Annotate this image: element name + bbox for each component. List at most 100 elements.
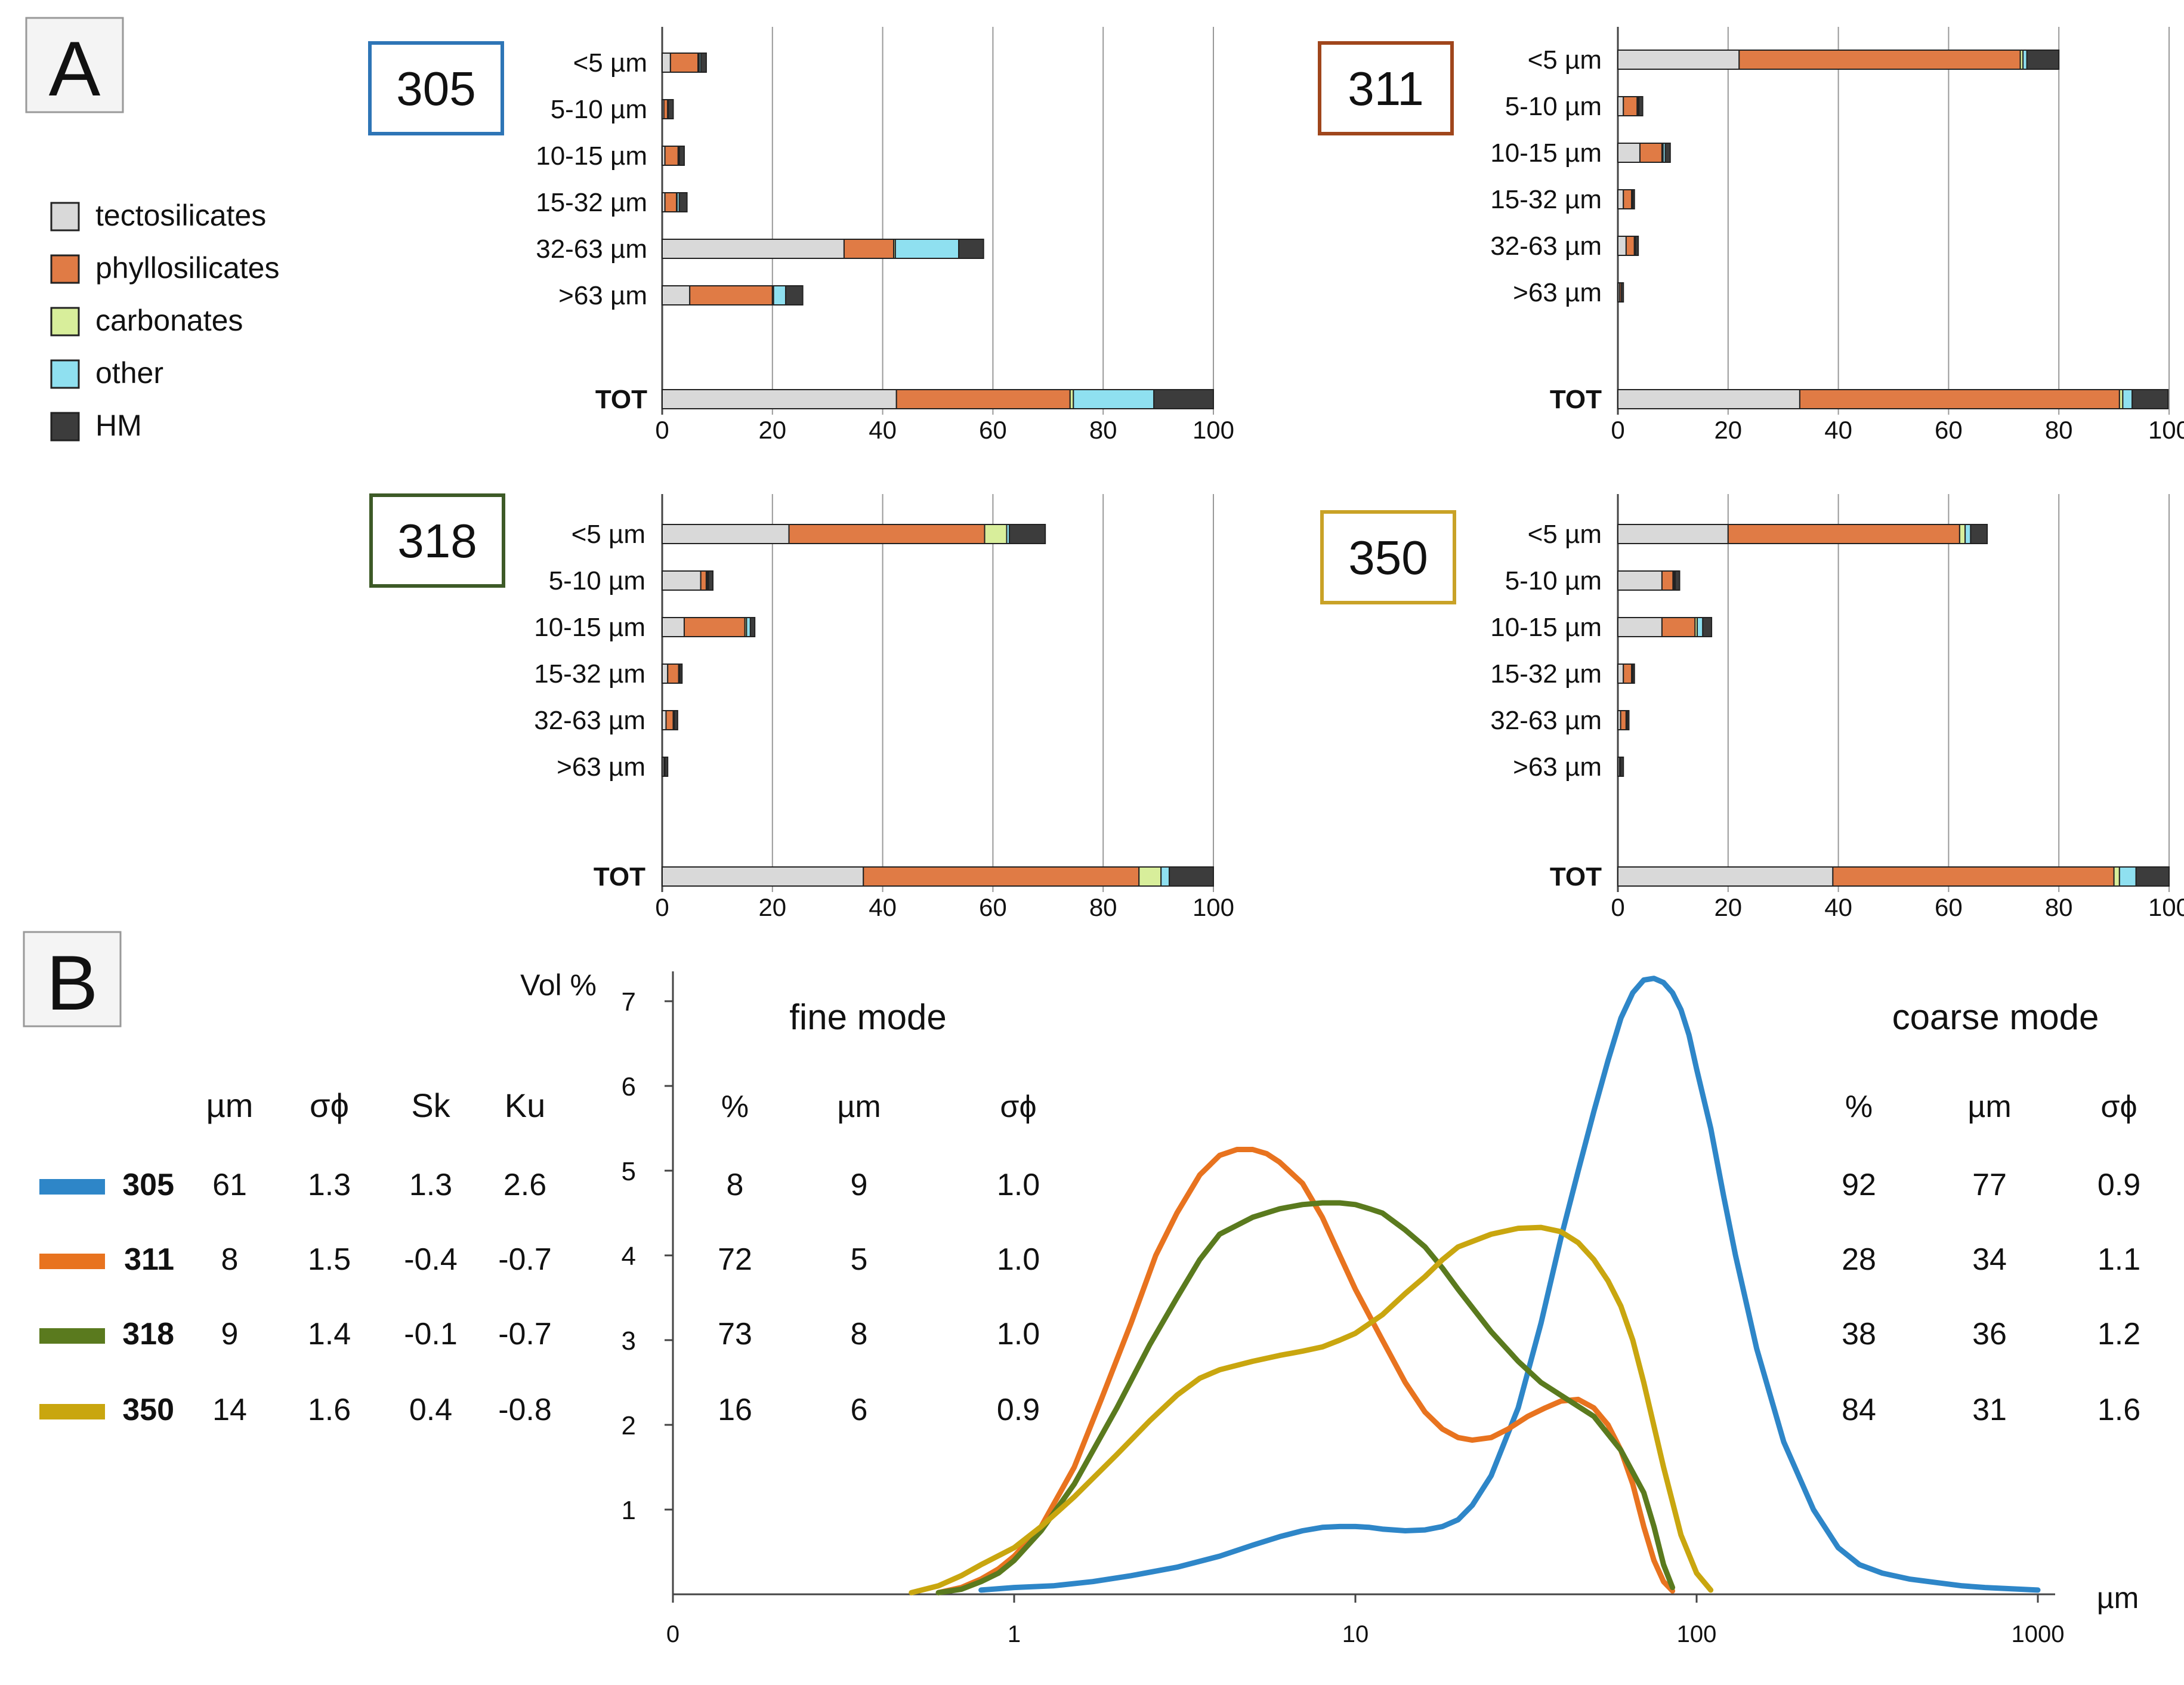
x-tick-311-0: 0	[1611, 416, 1624, 444]
coarse-um-311: 34	[1972, 1242, 2007, 1277]
bar-350-3-hm	[1632, 663, 1635, 684]
category-label-318-1: 5-10 µm	[549, 566, 645, 595]
x-tick-311-3: 60	[1935, 416, 1963, 444]
mean-311: 8	[221, 1242, 239, 1277]
bar-305-6-other	[1073, 389, 1155, 409]
category-label-318-4: 32-63 µm	[534, 706, 645, 735]
skewness-305: 1.3	[409, 1168, 452, 1202]
bar-305-5-hm	[784, 285, 804, 305]
bar-350-6-phyllosilicates	[1832, 866, 2115, 887]
bar-350-1-phyllosilicates	[1661, 570, 1674, 591]
category-label-350-2: 10-15 µm	[1490, 613, 1602, 642]
y-tick-label-1: 2	[622, 1411, 636, 1440]
sample-frame-311	[1318, 41, 1454, 135]
bar-305-5-tectosilicates	[662, 285, 691, 305]
legend-label-phyllosilicates: phyllosilicates	[95, 251, 279, 285]
fine-sorting-305: 1.0	[997, 1168, 1040, 1202]
sample-label-311: 311	[1348, 62, 1424, 115]
bar-311-6-hm	[2132, 389, 2169, 409]
bar-318-1-phyllosilicates	[700, 570, 707, 591]
x-tick-311-2: 40	[1824, 416, 1852, 444]
y-tick-label-3: 4	[622, 1242, 636, 1271]
category-label-318-3: 15-32 µm	[534, 659, 645, 689]
bar-305-0-hm	[700, 53, 707, 73]
category-label-350-0: <5 µm	[1528, 520, 1602, 549]
bar-305-4-tectosilicates	[662, 239, 845, 259]
coarse-mode-title: coarse mode	[1892, 997, 2099, 1037]
bar-350-4-hm	[1626, 710, 1630, 730]
curve-318	[935, 1200, 1676, 1595]
bar-panel-311: 311 0 20 40 60 80 100 <5 µm 5-10 µm 10-15 µm 15-32…	[1318, 27, 2184, 444]
bar-350-5-hm	[1620, 757, 1624, 777]
fine-pct-350: 16	[718, 1393, 752, 1427]
fine-mode-title: fine mode	[789, 997, 947, 1037]
coarse-um-305: 77	[1972, 1168, 2007, 1202]
kurtosis-311: -0.7	[498, 1242, 552, 1277]
legend-label-hm: HM	[95, 409, 142, 442]
fine-pct-305: 8	[727, 1168, 744, 1202]
y-tick-label-4: 5	[622, 1157, 636, 1186]
sorting-318: 1.4	[308, 1317, 351, 1351]
x-tick-350-4: 80	[2045, 893, 2073, 921]
category-label-350-4: 32-63 µm	[1490, 706, 1602, 735]
bar-305-5-phyllosilicates	[689, 285, 773, 305]
fine-um-350: 6	[851, 1393, 868, 1427]
coarse-mode-header-2: σϕ	[2100, 1090, 2137, 1124]
bar-350-6-tectosilicates	[1617, 866, 1834, 887]
x-tick-305-2: 40	[869, 416, 897, 444]
bar-318-5-hm	[664, 757, 669, 777]
bar-350-3-tectosilicates	[1617, 663, 1624, 684]
bar-311-0-phyllosilicates	[1738, 50, 2021, 70]
category-label-311-0: <5 µm	[1528, 45, 1602, 75]
coarse-pct-305: 92	[1842, 1168, 1876, 1202]
mineral-legend: tectosilicates phyllosilicates carbonates o…	[50, 199, 279, 442]
bar-318-6-phyllosilicates	[863, 866, 1140, 887]
fine-sorting-311: 1.0	[997, 1242, 1040, 1277]
bar-305-1-hm	[668, 99, 674, 119]
category-label-350-6: TOT	[1550, 862, 1602, 891]
x-tick-318-4: 80	[1089, 893, 1117, 921]
bar-panel-350: 350 0 20 40 60 80 100 <5 µm 5-10 µm 10-15 µm 15-32…	[1320, 494, 2184, 921]
bar-305-5-other	[773, 285, 786, 305]
bar-350-0-other	[1964, 524, 1972, 544]
sample-frame-305	[368, 41, 504, 135]
skewness-350: 0.4	[409, 1393, 452, 1427]
fine-mode-header-1: µm	[837, 1090, 881, 1124]
sample-frame-350	[1320, 510, 1456, 604]
category-label-305-3: 15-32 µm	[536, 188, 647, 217]
x-tick-label-1: 1	[1008, 1621, 1021, 1647]
sorting-311: 1.5	[308, 1242, 351, 1277]
coarse-sorting-318: 1.2	[2097, 1317, 2140, 1351]
sample-label-305: 305	[396, 62, 475, 115]
category-label-305-0: <5 µm	[573, 48, 647, 78]
bar-350-1-tectosilicates	[1617, 570, 1663, 591]
coarse-sorting-311: 1.1	[2097, 1242, 2140, 1277]
bar-311-0-hm	[2026, 50, 2060, 70]
bar-350-2-tectosilicates	[1617, 617, 1663, 637]
sorting-350: 1.6	[308, 1393, 351, 1427]
legend-label-tectosilicates: tectosilicates	[95, 199, 266, 232]
y-tick-label-6: 7	[622, 987, 636, 1017]
x-tick-label-2: 10	[1342, 1621, 1369, 1647]
bar-panel-305: 305 0 20 40 60 80 100 <5 µm 5-10 µm 10-15 µm 15-32…	[368, 27, 1234, 444]
bar-318-2-hm	[749, 617, 756, 637]
y-tick-label-2: 3	[622, 1326, 636, 1356]
legend-swatch-phyllosilicates	[50, 254, 80, 284]
bar-311-3-phyllosilicates	[1623, 189, 1633, 209]
fine-mode-header-0: %	[721, 1090, 749, 1124]
coarse-mode-header-1: µm	[1967, 1090, 2011, 1124]
y-axis-label: Vol %	[520, 968, 597, 1002]
category-label-318-6: TOT	[594, 862, 645, 891]
bar-350-2-other	[1697, 617, 1704, 637]
category-label-350-1: 5-10 µm	[1505, 566, 1602, 595]
fine-sorting-350: 0.9	[997, 1393, 1040, 1427]
category-label-311-6: TOT	[1550, 385, 1602, 414]
bar-311-3-hm	[1632, 189, 1635, 209]
bar-318-6-tectosilicates	[662, 866, 864, 887]
bar-350-1-hm	[1675, 570, 1681, 591]
y-tick-label-5: 6	[622, 1072, 636, 1101]
category-label-318-2: 10-15 µm	[534, 613, 645, 642]
bar-311-4-hm	[1635, 236, 1639, 256]
legend-line-311	[39, 1254, 105, 1269]
